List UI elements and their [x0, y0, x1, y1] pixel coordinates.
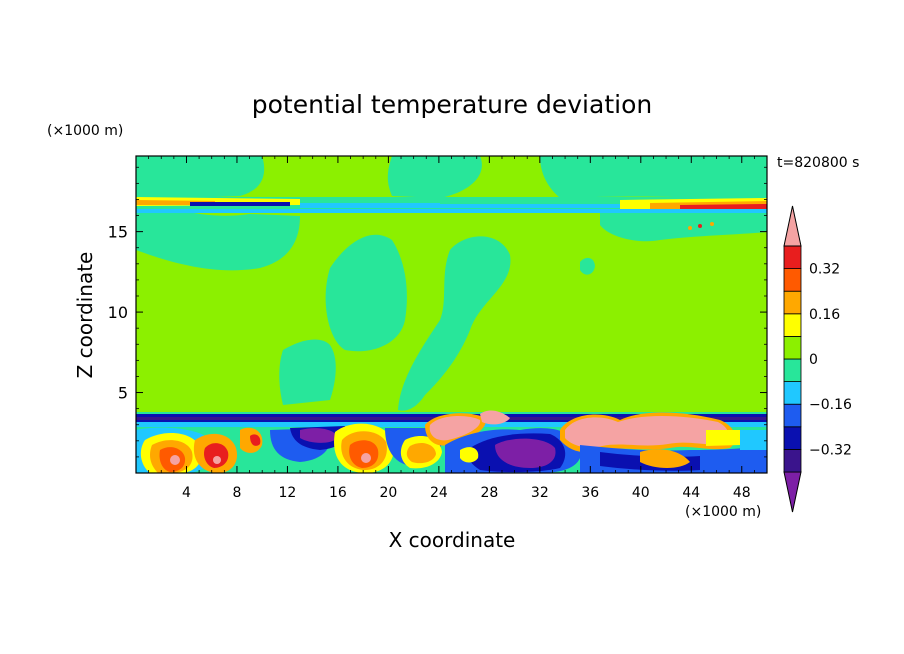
- y-unit-label: (×1000 m): [47, 123, 123, 139]
- colorbar-segment: [783, 290, 802, 315]
- colorbar-segment: [783, 245, 802, 270]
- x-tick-label: 12: [279, 485, 297, 501]
- plot-area: [136, 156, 767, 473]
- y-axis: 5 10 15: [108, 166, 767, 458]
- x-axis: 4 8 12 16 20 24 28 32 36 40 44 48: [148, 156, 755, 501]
- colorbar-segment: [783, 358, 802, 383]
- upper-neutral-regions: [136, 156, 767, 411]
- colorbar-tick-label: 0.32: [809, 262, 840, 278]
- x-tick-label: 24: [430, 485, 448, 501]
- colorbar-tick-label: 0: [809, 352, 818, 368]
- colorbar-segment: [783, 313, 802, 337]
- colorbar-segment: [783, 268, 802, 292]
- x-tick-label: 44: [682, 485, 700, 501]
- chart-title: potential temperature deviation: [252, 90, 652, 119]
- x-tick-label: 32: [531, 485, 549, 501]
- y-tick-label: 15: [108, 223, 128, 242]
- upper-band: [136, 197, 767, 230]
- colorbar-segment: [783, 448, 802, 473]
- colorbar-segment: [783, 335, 802, 360]
- colorbar-segment: [783, 403, 802, 428]
- colorbar: [783, 205, 802, 513]
- y-tick-label: 10: [108, 303, 128, 322]
- colorbar-segment: [783, 381, 802, 405]
- x-unit-label: (×1000 m): [685, 504, 761, 520]
- x-tick-label: 4: [182, 485, 191, 501]
- x-tick-label: 28: [480, 485, 498, 501]
- y-axis-label: Z coordinate: [73, 252, 97, 379]
- x-tick-label: 40: [632, 485, 650, 501]
- colorbar-tick-label: −0.32: [809, 442, 852, 458]
- y-tick-label: 5: [118, 384, 128, 403]
- colorbar-tick-label: 0.16: [809, 307, 840, 323]
- x-tick-label: 8: [232, 485, 241, 501]
- boundary-layer: [136, 410, 767, 473]
- x-tick-label: 20: [379, 485, 397, 501]
- colorbar-bottom-triangle: [783, 471, 802, 513]
- colorbar-labels: 0.32 0.16 0 −0.16 −0.32: [809, 262, 852, 459]
- colorbar-segment: [783, 426, 802, 450]
- colorbar-tick-label: −0.16: [809, 397, 852, 413]
- x-tick-label: 36: [581, 485, 599, 501]
- x-axis-label: X coordinate: [389, 528, 516, 552]
- colorbar-top-triangle: [783, 205, 802, 247]
- x-tick-label: 16: [329, 485, 347, 501]
- x-tick-label: 48: [733, 485, 751, 501]
- time-label: t=820800 s: [777, 155, 859, 171]
